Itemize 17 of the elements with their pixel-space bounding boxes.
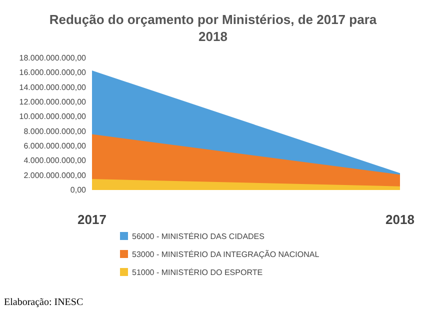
y-tick-label: 18.000.000.000,00 bbox=[19, 54, 87, 63]
y-tick-label: 12.000.000.000,00 bbox=[19, 98, 87, 107]
y-tick-label: 0,00 bbox=[70, 186, 87, 195]
x-tick-label: 2017 bbox=[78, 212, 106, 228]
y-tick-label: 6.000.000.000,00 bbox=[24, 142, 87, 151]
text: Elaboração: INESC bbox=[4, 297, 84, 308]
chart-title: Redução do orçamento por Ministérios, de 2017 para 2018 bbox=[49, 12, 378, 44]
y-tick-label: 4.000.000.000,00 bbox=[24, 156, 87, 166]
y-tick-label: 14.000.000.000,00 bbox=[19, 82, 87, 92]
y-tick-label: 8.000.000.000,00 bbox=[24, 126, 87, 136]
x-tick-label: 2018 bbox=[386, 212, 414, 228]
legend-label: 51000 - MINISTÉRIO DO ESPORTE bbox=[132, 268, 263, 277]
legend-label: 53000 - MINISTÉRIO DA INTEGRAÇÃO NACIONAL bbox=[132, 249, 320, 259]
y-tick-label: 2.000.000.000,00 bbox=[24, 170, 87, 180]
y-tick-label: 10.000.000.000,00 bbox=[19, 112, 87, 122]
legend-label: 56000 - MINISTÉRIO DAS CIDADES bbox=[132, 232, 264, 241]
y-tick-label: 16.000.000.000,00 bbox=[19, 68, 87, 78]
